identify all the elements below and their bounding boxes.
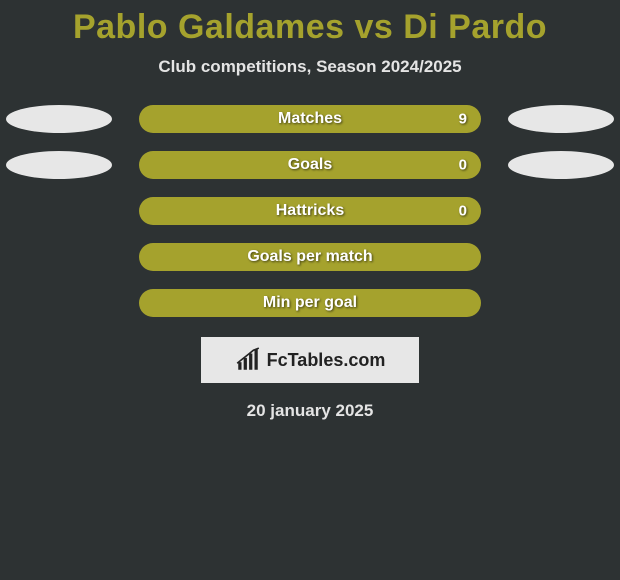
page-subtitle: Club competitions, Season 2024/2025 bbox=[0, 57, 620, 77]
stat-label: Min per goal bbox=[263, 294, 357, 312]
stat-label: Matches bbox=[278, 110, 342, 128]
stat-label: Hattricks bbox=[276, 202, 344, 220]
stat-row-goals-per-match: Goals per match bbox=[0, 243, 620, 271]
stat-value: 0 bbox=[459, 157, 467, 174]
page-title: Pablo Galdames vs Di Pardo bbox=[0, 0, 620, 47]
stat-bar: Goals 0 bbox=[139, 151, 481, 179]
stat-row-goals: Goals 0 bbox=[0, 151, 620, 179]
stat-label: Goals per match bbox=[247, 248, 372, 266]
brand-text: FcTables.com bbox=[267, 350, 386, 371]
stat-bar: Min per goal bbox=[139, 289, 481, 317]
chart-icon bbox=[235, 347, 261, 373]
stat-value: 0 bbox=[459, 203, 467, 220]
stat-row-hattricks: Hattricks 0 bbox=[0, 197, 620, 225]
stat-value: 9 bbox=[459, 111, 467, 128]
stat-bar: Goals per match bbox=[139, 243, 481, 271]
snapshot-date: 20 january 2025 bbox=[0, 401, 620, 421]
ellipse-left bbox=[6, 151, 112, 179]
ellipse-right bbox=[508, 105, 614, 133]
ellipse-left bbox=[6, 105, 112, 133]
brand-badge: FcTables.com bbox=[201, 337, 419, 383]
stat-bar: Hattricks 0 bbox=[139, 197, 481, 225]
stat-bar: Matches 9 bbox=[139, 105, 481, 133]
stat-label: Goals bbox=[288, 156, 332, 174]
ellipse-right bbox=[508, 151, 614, 179]
stat-row-min-per-goal: Min per goal bbox=[0, 289, 620, 317]
stat-rows: Matches 9 Goals 0 Hattricks 0 Goals per … bbox=[0, 105, 620, 317]
stat-row-matches: Matches 9 bbox=[0, 105, 620, 133]
comparison-infographic: Pablo Galdames vs Di Pardo Club competit… bbox=[0, 0, 620, 580]
